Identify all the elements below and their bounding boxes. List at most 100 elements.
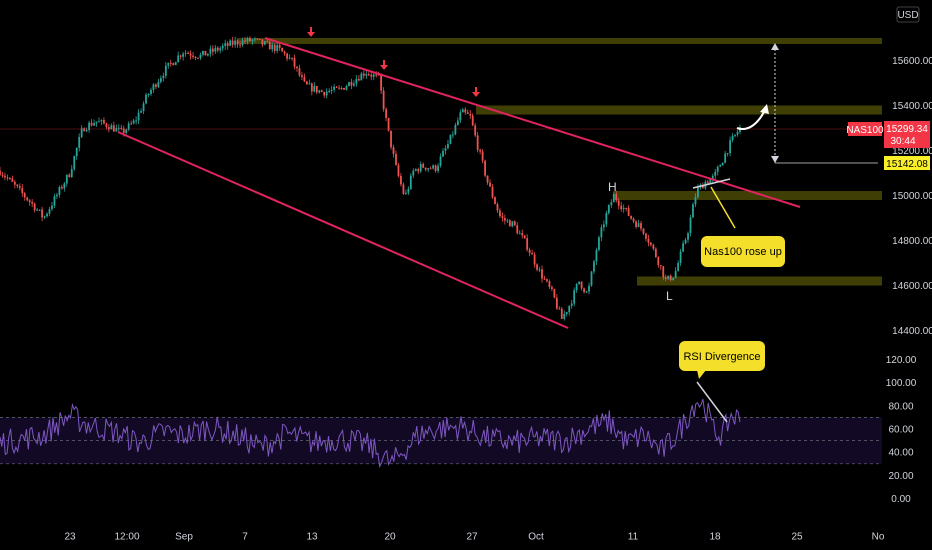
candle xyxy=(432,164,435,170)
candle xyxy=(320,89,323,93)
candle xyxy=(249,36,251,42)
candle xyxy=(464,107,467,115)
candle xyxy=(348,81,350,87)
projection-curve-arrow-icon xyxy=(736,109,766,130)
rsi-tick-label: 120.00 xyxy=(886,355,917,366)
candle xyxy=(184,50,187,57)
measure-up-arrow-icon xyxy=(771,43,779,50)
candle xyxy=(323,91,326,98)
sr-zone[interactable] xyxy=(237,38,882,44)
candle xyxy=(615,190,618,203)
price-axis[interactable]: 15600.00 15400.00 15200.00 15000.00 14800.00… xyxy=(892,56,932,337)
candle xyxy=(88,120,90,133)
candle xyxy=(18,183,21,191)
candle xyxy=(677,260,680,272)
candle xyxy=(719,163,722,167)
candle xyxy=(724,150,727,164)
candle xyxy=(736,129,739,137)
candle xyxy=(553,288,556,299)
candle xyxy=(380,73,383,95)
candle xyxy=(427,167,430,173)
sr-zones-layer xyxy=(237,38,882,286)
candle xyxy=(293,54,296,70)
sr-zone[interactable] xyxy=(637,276,882,286)
candle xyxy=(558,306,561,310)
candle xyxy=(244,36,246,44)
rsi-axis[interactable]: 120.00 100.00 80.00 60.00 40.00 20.00 0.00 xyxy=(886,355,917,505)
candle xyxy=(499,208,501,218)
candle xyxy=(145,92,147,105)
swing-high-arrow-icon xyxy=(380,60,388,70)
candle xyxy=(706,179,709,185)
time-tick-label: Sep xyxy=(175,532,193,543)
callout-rsi-pointer xyxy=(697,370,706,379)
measure-down-arrow-icon xyxy=(771,156,779,163)
price-tick-label: 14600.00 xyxy=(892,281,932,292)
sr-zone[interactable] xyxy=(614,191,882,200)
candle xyxy=(202,50,204,57)
breakout-retest-line[interactable] xyxy=(692,178,731,189)
price-tick-label: 15600.00 xyxy=(892,56,932,67)
candle xyxy=(26,196,29,202)
currency-button[interactable]: USD xyxy=(896,6,920,23)
candle xyxy=(531,249,534,255)
candle xyxy=(353,80,355,87)
rsi-tick-label: 0.00 xyxy=(891,494,911,505)
candle xyxy=(486,175,489,185)
rsi-divergence-line[interactable] xyxy=(696,381,728,423)
candle xyxy=(236,39,239,48)
candle xyxy=(627,205,630,217)
candle xyxy=(617,198,620,210)
candle xyxy=(80,125,83,139)
candle xyxy=(400,172,402,187)
rsi-tick-label: 60.00 xyxy=(888,425,913,436)
candle xyxy=(70,165,73,178)
candle xyxy=(395,150,397,166)
rsi-tick-label: 80.00 xyxy=(888,401,913,412)
candle xyxy=(258,38,261,40)
candle xyxy=(83,127,86,132)
candle xyxy=(305,80,308,85)
candle xyxy=(424,167,427,172)
price-tick-label: 15000.00 xyxy=(892,191,932,202)
candle xyxy=(667,275,670,280)
candle xyxy=(51,201,53,211)
candle xyxy=(192,51,194,60)
candle xyxy=(563,310,566,321)
candle xyxy=(318,89,321,94)
candle xyxy=(231,36,234,48)
candle xyxy=(538,266,541,273)
candle xyxy=(110,123,113,130)
candle xyxy=(120,124,123,131)
candle xyxy=(4,172,6,181)
candle xyxy=(726,152,729,157)
candle xyxy=(63,181,66,192)
candle xyxy=(598,235,600,252)
candle xyxy=(234,36,237,48)
candle xyxy=(669,274,672,282)
candle xyxy=(132,118,135,125)
sr-zone[interactable] xyxy=(476,105,882,115)
candle xyxy=(434,164,437,173)
rsi-line[interactable] xyxy=(0,398,741,469)
time-axis[interactable]: 23 12:00 Sep 7 13 20 27 Oct 11 18 25 No xyxy=(64,532,884,543)
callout-price[interactable]: Nas100 rose up xyxy=(701,236,785,267)
candle xyxy=(16,184,19,189)
price-tick-label: 15200.00 xyxy=(892,146,932,157)
candle xyxy=(659,265,662,271)
candle xyxy=(447,139,449,150)
candle xyxy=(711,173,714,183)
candle xyxy=(263,40,266,46)
channel-lower-line[interactable] xyxy=(117,131,569,329)
candle xyxy=(162,72,165,82)
channel-upper-line[interactable] xyxy=(264,37,801,208)
time-tick-label: No xyxy=(872,532,885,543)
candle xyxy=(583,287,585,294)
callout-rsi[interactable]: RSI Divergence xyxy=(679,341,765,379)
candle xyxy=(36,207,39,211)
price-tick-label: 14400.00 xyxy=(892,326,932,337)
time-tick-label: 13 xyxy=(306,532,318,543)
candle xyxy=(469,110,472,119)
candle xyxy=(95,121,98,127)
